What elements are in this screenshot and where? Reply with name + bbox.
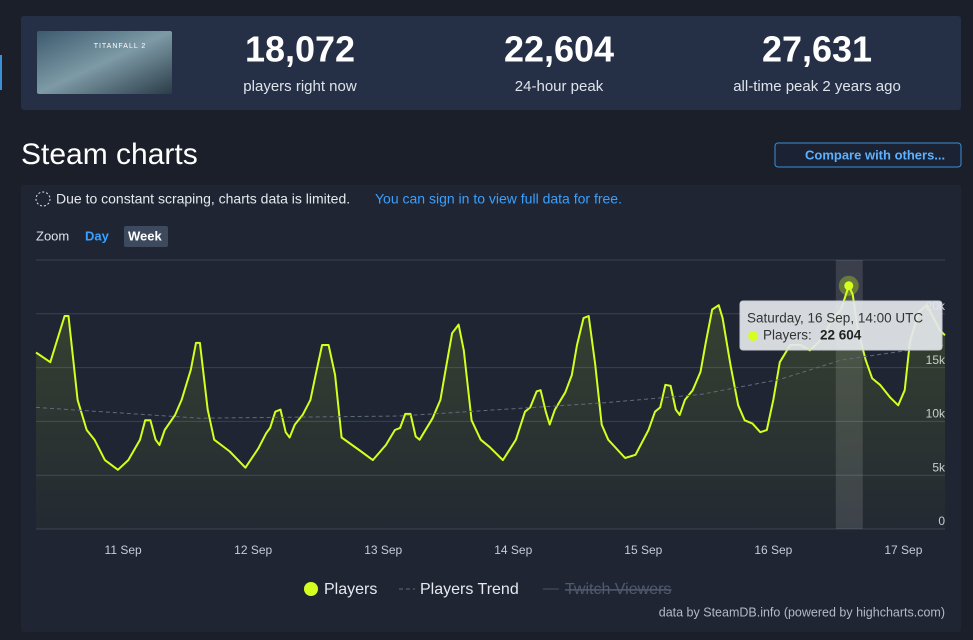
hover-point [844,281,854,291]
zoom-week[interactable]: Week [128,228,162,243]
tooltip-value: 22 604 [820,328,862,343]
game-title: TITANFALL 2 [94,43,147,50]
x-tick-label: 12 Sep [234,543,272,557]
tooltip-label: Players: [763,328,812,343]
notice-icon [35,191,51,207]
credit: data by SteamDB.info (powered by highcha… [659,605,945,619]
zoom-label: Zoom [36,228,69,243]
x-tick-label: 16 Sep [754,543,792,557]
section-title: Steam charts [21,138,198,171]
tooltip-title: Saturday, 16 Sep, 14:00 UTC [747,311,923,326]
stats-panel [21,16,961,110]
edge-tab [0,55,2,90]
tooltip-box [739,300,943,351]
stat-label: 24-hour peak [515,78,604,95]
tooltip-dot [748,331,758,341]
compare-button[interactable] [774,142,962,168]
x-tick-label: 14 Sep [494,543,532,557]
compare-label[interactable]: Compare with others... [805,147,945,162]
legend-label[interactable]: Players [324,581,377,598]
x-tick-label: 17 Sep [884,543,922,557]
players-area [36,285,945,529]
notice-text: Due to constant scraping, charts data is… [56,191,350,207]
stat-value: 22,604 [504,29,614,70]
x-tick-label: 13 Sep [364,543,402,557]
legend-symbol [304,582,318,596]
x-tick-label: 11 Sep [105,543,142,557]
zoom-week-bg[interactable] [124,226,168,247]
x-tick-label: 15 Sep [624,543,662,557]
stat-label: players right now [243,78,357,95]
game-image[interactable] [37,31,172,94]
zoom-day[interactable]: Day [85,228,110,243]
trend-line [35,344,946,419]
legend-label[interactable]: Players Trend [420,581,519,598]
stat-value: 27,631 [762,29,872,70]
notice-link[interactable]: You can sign in to view full data for fr… [375,191,622,207]
stat-label: all-time peak 2 years ago [733,78,901,95]
stat-value: 18,072 [245,29,355,70]
